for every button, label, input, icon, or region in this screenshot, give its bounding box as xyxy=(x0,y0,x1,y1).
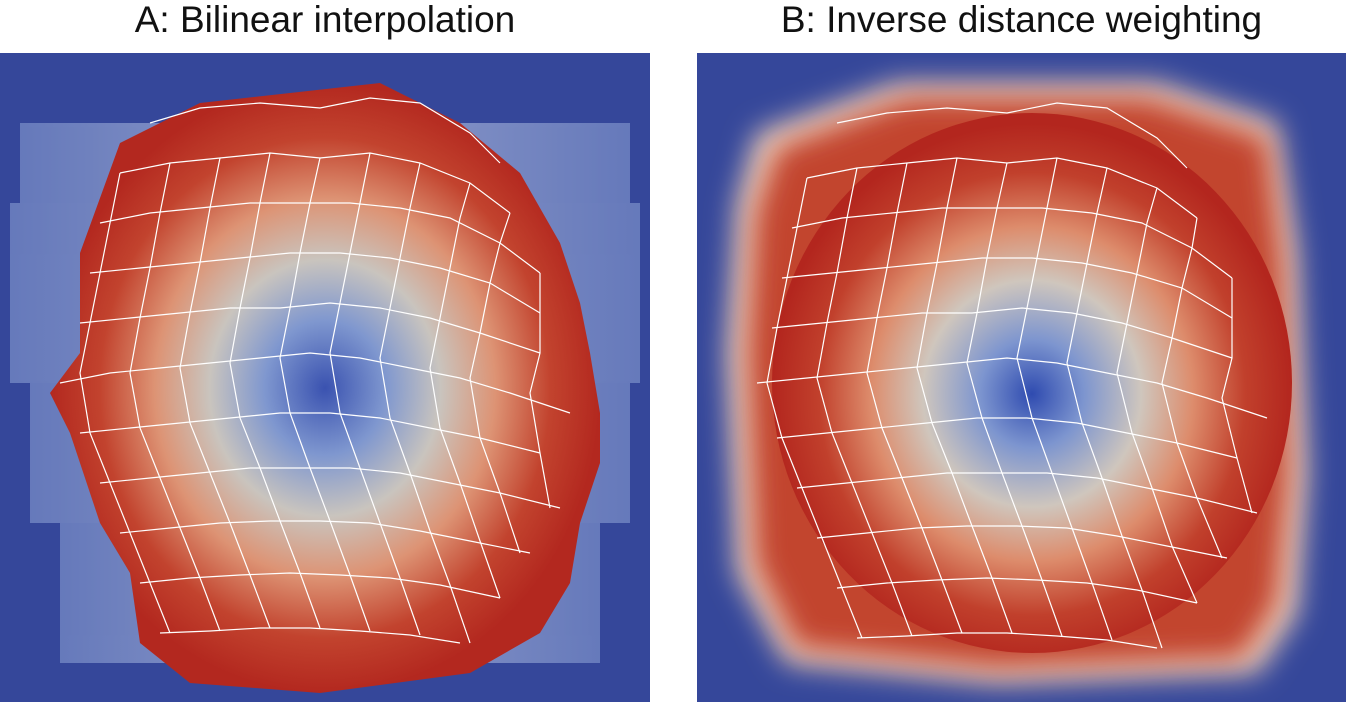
heatmap-image xyxy=(0,53,650,702)
panel-title: B: Inverse distance weighting xyxy=(780,0,1263,40)
cell-edges xyxy=(59,97,571,644)
cell-region xyxy=(50,83,600,693)
cell-region xyxy=(772,113,1292,653)
cell-edges xyxy=(756,102,1268,649)
panel-title: A: Bilinear interpolation xyxy=(134,0,516,40)
heatmap-image xyxy=(697,53,1346,702)
